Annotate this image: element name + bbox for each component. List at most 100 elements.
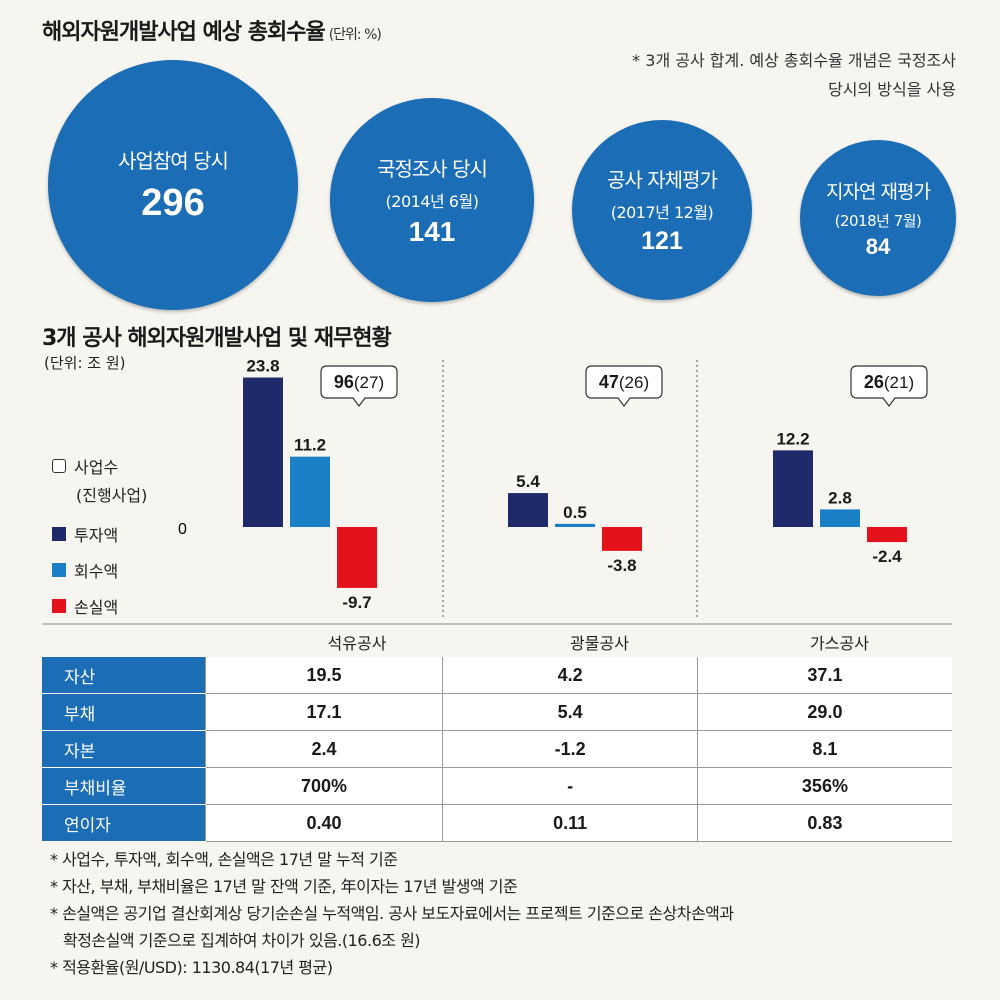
legend-invest-label: 투자액 bbox=[74, 526, 119, 545]
footnote: * 적용환율(원/USD): 1130.84(17년 평균) bbox=[50, 958, 333, 977]
bar-invest bbox=[508, 493, 548, 527]
project-total: 96 bbox=[334, 372, 354, 392]
legend-loss: 손실액 bbox=[52, 592, 147, 620]
recovery-circle-kigam: 지자연 재평가 (2018년 7월) 84 bbox=[800, 140, 956, 296]
bar-recover bbox=[555, 523, 595, 527]
cell: 19.5 bbox=[204, 657, 443, 694]
project-count-label: 96(27) bbox=[334, 372, 384, 392]
row-label: 부채비율 bbox=[42, 767, 206, 805]
circle-label: 공사 자체평가 bbox=[607, 168, 718, 192]
row-label: 자산 bbox=[42, 657, 206, 694]
legend-projects: 사업수 bbox=[52, 452, 147, 480]
table-row: 자본 2.4 -1.2 8.1 bbox=[42, 730, 952, 768]
legend-projects-label: 사업수 bbox=[74, 458, 119, 477]
row-label: 연이자 bbox=[42, 804, 206, 842]
finance-bar-chart: 0 23.8 11.2 -9.7 96(27) 5.4 0.5 -3.8 47(26) 12.2… bbox=[42, 357, 952, 625]
cell: 0.11 bbox=[442, 804, 698, 842]
project-count-bubble bbox=[585, 365, 663, 407]
table-row: 연이자 0.40 0.11 0.83 bbox=[42, 804, 952, 842]
cell: 4.2 bbox=[442, 657, 698, 694]
legend-recover-label: 회수액 bbox=[74, 562, 119, 581]
cell: 5.4 bbox=[442, 693, 698, 731]
recovery-circle-initial: 사업참여 당시 296 bbox=[48, 60, 298, 310]
cell: 356% bbox=[696, 767, 952, 805]
circle-label: 국정조사 당시 bbox=[377, 156, 488, 181]
recovery-note-line2: 당시의 방식을 사용 bbox=[828, 80, 956, 99]
project-total: 26 bbox=[864, 372, 884, 392]
legend-swatch-loss bbox=[52, 599, 66, 613]
table-header-col: 광물공사 bbox=[570, 634, 629, 653]
footnote: * 자산, 부채, 부채비율은 17년 말 잔액 기준, 年이자는 17년 발생… bbox=[50, 877, 518, 896]
circle-sub: (2018년 7월) bbox=[834, 211, 922, 230]
cell: 37.1 bbox=[696, 657, 952, 694]
row-label: 부채 bbox=[42, 693, 206, 731]
project-ongoing: (21) bbox=[884, 373, 914, 392]
cell: -1.2 bbox=[442, 730, 698, 768]
recovery-unit: (단위: %) bbox=[328, 27, 382, 43]
bars-group: 23.8 11.2 -9.7 96(27) 5.4 0.5 -3.8 47(26) 12.2 2.… bbox=[243, 357, 928, 612]
project-count-bubble bbox=[320, 365, 398, 407]
recovery-note: * 3개 공사 합계. 예상 총회수율 개념은 국정조사 당시의 방식을 사용 bbox=[496, 46, 956, 104]
finance-title: 3개 공사 해외자원개발사업 및 재무현황 bbox=[42, 326, 392, 351]
bar-value-label: 12.2 bbox=[776, 429, 809, 448]
bar-loss bbox=[602, 527, 642, 551]
bar-recover bbox=[820, 509, 860, 527]
bar-recover bbox=[290, 456, 330, 527]
footnote: 확정손실액 기준으로 집계하여 차이가 있음.(16.6조 원) bbox=[63, 931, 421, 950]
table-header: 석유공사 광물공사 가스공사 bbox=[42, 624, 952, 654]
cell: - bbox=[442, 767, 698, 805]
recovery-title-text: 해외자원개발사업 예상 총회수율 bbox=[42, 20, 326, 45]
chart-legend: 사업수 (진행사업) 투자액 회수액 손실액 bbox=[52, 452, 147, 620]
row-label: 자본 bbox=[42, 730, 206, 768]
recovery-note-line1: * 3개 공사 합계. 예상 총회수율 개념은 국정조사 bbox=[632, 51, 956, 70]
project-count-bubble bbox=[850, 365, 928, 407]
legend-swatch-invest bbox=[52, 527, 66, 541]
table-header-col: 석유공사 bbox=[327, 634, 387, 653]
recovery-circle-audit: 국정조사 당시 (2014년 6월) 141 bbox=[330, 98, 534, 302]
bar-value-label: 2.8 bbox=[828, 488, 852, 507]
footnotes: * 사업수, 투자액, 회수액, 손실액은 17년 말 누적 기준 * 자산, … bbox=[50, 846, 734, 981]
circle-sub: (2017년 12월) bbox=[610, 203, 714, 222]
bar-loss bbox=[337, 527, 377, 588]
circle-value: 84 bbox=[865, 233, 891, 259]
recovery-circle-self: 공사 자체평가 (2017년 12월) 121 bbox=[572, 120, 752, 300]
project-ongoing: (27) bbox=[354, 373, 384, 392]
circle-value: 141 bbox=[408, 215, 456, 247]
cell: 8.1 bbox=[696, 730, 952, 768]
legend-invest: 투자액 bbox=[52, 520, 147, 548]
cell: 29.0 bbox=[696, 693, 952, 731]
cell: 17.1 bbox=[204, 693, 443, 731]
finance-unit: (단위: 조 원) bbox=[44, 354, 126, 372]
cell: 0.83 bbox=[696, 804, 952, 842]
bar-invest bbox=[773, 450, 813, 527]
bar-value-label: -2.4 bbox=[872, 547, 902, 566]
bar-value-label: 5.4 bbox=[516, 472, 540, 491]
bar-loss bbox=[867, 527, 907, 543]
legend-swatch-recover bbox=[52, 563, 66, 577]
project-count-label: 47(26) bbox=[599, 372, 649, 392]
project-count-label: 26(21) bbox=[864, 372, 914, 392]
cell: 700% bbox=[204, 767, 443, 805]
circle-label: 사업참여 당시 bbox=[118, 149, 229, 173]
zero-label: 0 bbox=[178, 521, 187, 538]
project-total: 47 bbox=[599, 372, 619, 392]
legend-loss-label: 손실액 bbox=[74, 598, 119, 617]
table-header-col: 가스공사 bbox=[810, 634, 869, 653]
footnote: * 사업수, 투자액, 회수액, 손실액은 17년 말 누적 기준 bbox=[50, 850, 398, 869]
bar-value-label: 23.8 bbox=[246, 357, 279, 376]
table-row: 자산 19.5 4.2 37.1 bbox=[42, 657, 952, 694]
circle-value: 121 bbox=[641, 227, 683, 255]
legend-recover: 회수액 bbox=[52, 556, 147, 584]
bar-invest bbox=[243, 377, 283, 527]
table-row: 부채비율 700% - 356% bbox=[42, 767, 952, 805]
project-ongoing: (26) bbox=[619, 373, 649, 392]
finance-table: 자산 19.5 4.2 37.1 부채 17.1 5.4 29.0 자본 2.4… bbox=[42, 657, 952, 842]
bar-value-label: 0.5 bbox=[563, 503, 587, 522]
cell: 0.40 bbox=[204, 804, 443, 842]
bar-value-label: -3.8 bbox=[607, 556, 636, 575]
bar-value-label: -9.7 bbox=[342, 593, 371, 612]
rounded-box-icon bbox=[52, 459, 66, 473]
recovery-rate-title: 해외자원개발사업 예상 총회수율 (단위: %) bbox=[42, 14, 382, 46]
cell: 2.4 bbox=[204, 730, 443, 768]
legend-projects-sub: (진행사업) bbox=[76, 486, 148, 505]
